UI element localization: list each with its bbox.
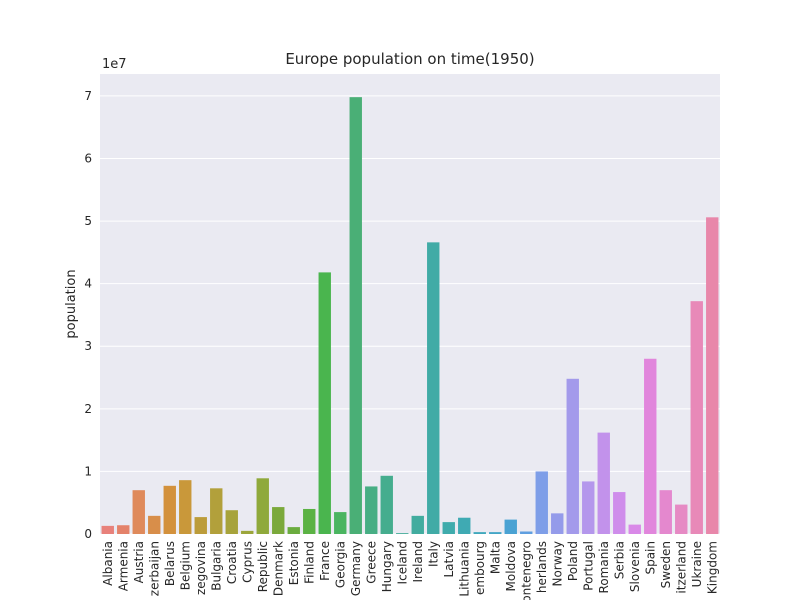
x-tick-label: Belarus xyxy=(163,541,177,586)
x-tick-label: Italy xyxy=(426,541,440,567)
x-tick-label: Lithuania xyxy=(457,541,471,597)
bar-sweden xyxy=(659,490,672,534)
bar-united-kingdom xyxy=(706,217,719,534)
x-tick-label: Romania xyxy=(597,541,611,593)
bar-bosnia-and-herzegovina xyxy=(194,517,207,534)
x-tick-label: France xyxy=(318,541,332,581)
bar-malta xyxy=(489,532,502,534)
bar-armenia xyxy=(117,525,130,534)
y-tick-label: 1 xyxy=(84,464,92,478)
x-tick-label: Kingdom xyxy=(705,541,719,594)
bar-bulgaria xyxy=(210,488,223,534)
bar-romania xyxy=(597,432,610,534)
bar-cyprus xyxy=(241,530,254,534)
x-tick-label: Greece xyxy=(364,541,378,584)
bar-italy xyxy=(427,242,440,534)
x-tick-label: Sweden xyxy=(659,541,673,588)
x-tick-label: Croatia xyxy=(225,541,239,584)
x-tick-label: Iceland xyxy=(395,541,409,584)
x-tick-labels: Albania Armenia Austria zerbaijan Belarus Bel… xyxy=(101,541,720,600)
x-tick-label: herlands xyxy=(535,541,549,593)
x-tick-label: itzerland xyxy=(674,541,688,594)
x-tick-label: Republic xyxy=(256,541,270,592)
x-tick-label: Finland xyxy=(302,541,316,584)
x-tick-label: Georgia xyxy=(333,541,347,588)
bar-lithuania xyxy=(458,517,471,534)
y-tick-label: 7 xyxy=(84,89,92,103)
chart-title: Europe population on time(1950) xyxy=(285,50,534,68)
bar-austria xyxy=(132,490,145,534)
x-tick-label: zerbaijan xyxy=(147,541,161,596)
y-tick-label: 4 xyxy=(84,277,92,291)
x-tick-label: Denmark xyxy=(271,541,285,596)
x-tick-label: Ireland xyxy=(411,541,425,583)
bar-azerbaijan xyxy=(148,515,161,534)
bar-spain xyxy=(644,358,657,534)
x-tick-label: Serbia xyxy=(612,541,626,579)
x-tick-label: Albania xyxy=(101,541,115,586)
y-tick-label: 6 xyxy=(84,151,92,165)
bar-estonia xyxy=(287,527,300,534)
bar-belarus xyxy=(163,485,176,534)
x-tick-label: Slovenia xyxy=(628,541,642,592)
bar-netherlands xyxy=(535,471,548,534)
bar-moldova xyxy=(504,519,517,534)
bar-ireland xyxy=(411,515,424,534)
bar-ukraine xyxy=(690,301,703,534)
bar-czech-republic xyxy=(256,478,269,534)
bar-finland xyxy=(303,508,316,534)
x-tick-label: Malta xyxy=(488,541,502,574)
x-tick-label: Belgium xyxy=(178,541,192,590)
x-tick-label: Latvia xyxy=(442,541,456,578)
x-tick-label: Armenia xyxy=(116,541,130,591)
x-tick-label: Estonia xyxy=(287,541,301,585)
x-tick-label: zegovina xyxy=(194,541,208,595)
x-tick-label: Norway xyxy=(550,541,564,587)
x-tick-label: Portugal xyxy=(581,541,595,591)
gridlines xyxy=(100,95,720,535)
bar-slovenia xyxy=(628,524,641,534)
x-tick-label: Spain xyxy=(643,541,657,575)
y-tick-label: 2 xyxy=(84,402,92,416)
x-tick-label: Moldova xyxy=(504,541,518,591)
bar-switzerland xyxy=(675,504,688,534)
y-tick-label: 3 xyxy=(84,339,92,353)
bar-germany xyxy=(349,97,362,534)
bar-albania xyxy=(101,525,114,534)
bar-portugal xyxy=(582,481,595,534)
y-tick-label: 5 xyxy=(84,214,92,228)
x-tick-label: Cyprus xyxy=(240,541,254,583)
bar-greece xyxy=(365,486,378,534)
bars xyxy=(101,97,719,534)
bar-latvia xyxy=(442,522,455,534)
bar-georgia xyxy=(334,512,347,534)
x-tick-label: Poland xyxy=(566,541,580,581)
bar-france xyxy=(318,272,331,534)
y-offset-label: 1e7 xyxy=(102,57,127,72)
bar-croatia xyxy=(225,510,238,534)
y-axis-label: population xyxy=(64,269,79,338)
bar-luxembourg xyxy=(473,532,486,534)
x-tick-label: embourg xyxy=(473,541,487,595)
bar-poland xyxy=(566,378,579,534)
bar-denmark xyxy=(272,507,285,534)
bar-serbia xyxy=(613,492,626,534)
bar-iceland xyxy=(396,533,409,534)
x-tick-label: Ukraine xyxy=(690,541,704,587)
bar-hungary xyxy=(380,475,393,534)
bar-montenegro xyxy=(520,531,533,534)
y-tick-labels: 0 1 2 3 4 5 6 7 xyxy=(84,89,92,541)
x-tick-label: Germany xyxy=(349,541,363,596)
bar-belgium xyxy=(179,480,192,534)
x-tick-label: Austria xyxy=(132,541,146,583)
x-tick-label: Hungary xyxy=(380,541,394,592)
y-tick-label: 0 xyxy=(84,527,92,541)
bar-norway xyxy=(551,513,564,534)
x-tick-label: Bulgaria xyxy=(209,541,223,591)
plot-background xyxy=(100,74,720,534)
x-tick-label: ontenegro xyxy=(519,541,533,600)
